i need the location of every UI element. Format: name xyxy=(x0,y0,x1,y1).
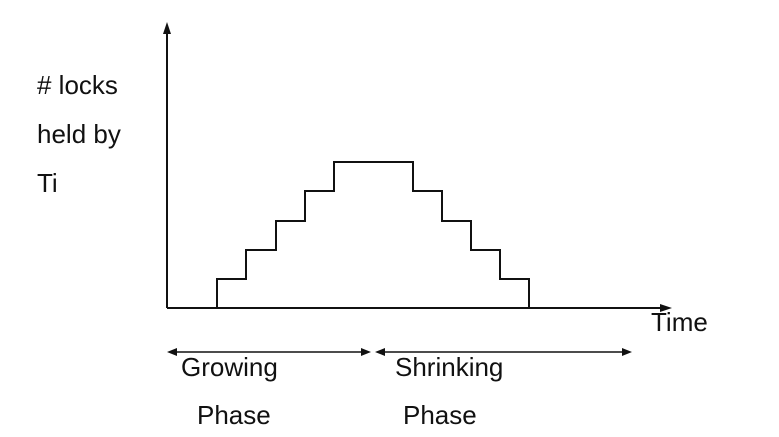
lock-count-staircase xyxy=(216,161,530,308)
x-axis-label: Time xyxy=(651,307,708,337)
shrinking-phase-arrowhead-left xyxy=(375,348,385,356)
y-axis-label-line2: held by xyxy=(37,119,121,149)
growing-phase-arrowhead-left xyxy=(167,348,177,356)
shrinking-phase-arrowhead-right xyxy=(622,348,632,356)
shrinking-phase-label-line2: Phase xyxy=(403,400,477,430)
growing-phase-arrowhead-right xyxy=(361,348,371,356)
growing-phase-label-line1: Growing xyxy=(181,352,278,382)
y-axis-arrowhead xyxy=(163,22,171,34)
y-axis-label-line3: Ti xyxy=(37,168,58,198)
shrinking-phase-label-line1: Shrinking xyxy=(395,352,504,382)
x-axis-arrowhead xyxy=(660,304,672,312)
growing-phase-label-line2: Phase xyxy=(197,400,271,430)
y-axis-label-line1: # locks xyxy=(37,70,118,100)
